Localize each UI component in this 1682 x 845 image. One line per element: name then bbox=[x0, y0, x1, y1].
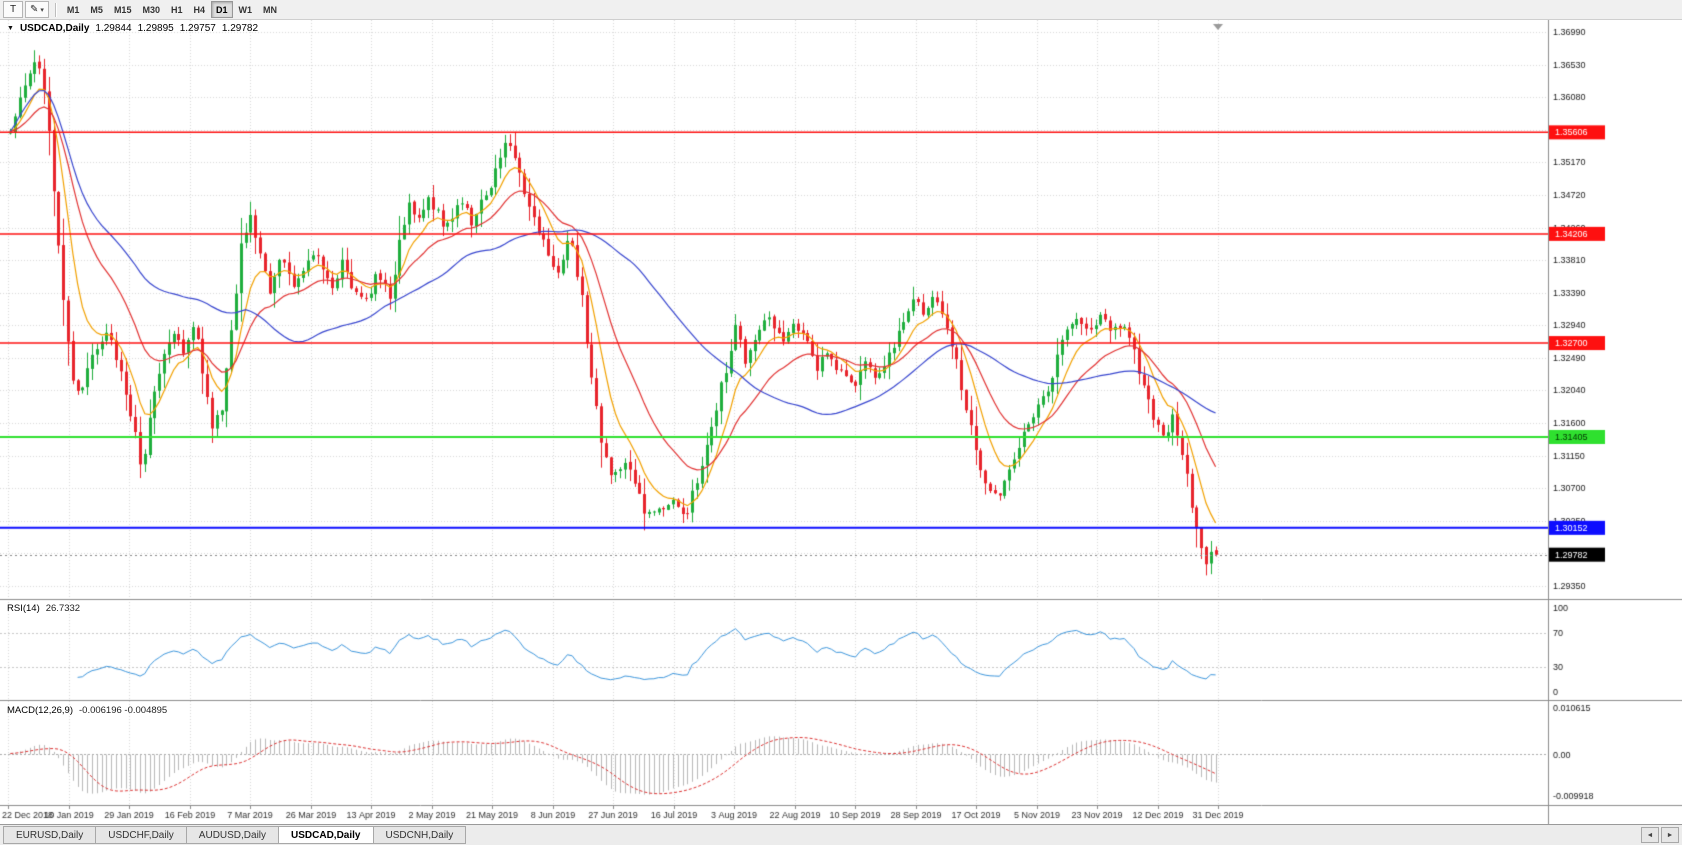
timeframe-button-h1[interactable]: H1 bbox=[170, 4, 183, 15]
chart-area: ▼ USDCAD,Daily 1.29844 1.29895 1.29757 1… bbox=[0, 20, 1682, 824]
toolbar-separator bbox=[54, 2, 56, 17]
tab-usdchf-daily[interactable]: USDCHF,Daily bbox=[95, 826, 187, 844]
tab-scroll-right-button[interactable]: ► bbox=[1661, 827, 1679, 843]
timeframe-button-d1[interactable]: D1 bbox=[211, 1, 233, 18]
draw-tool-button[interactable]: ✎ ▾ bbox=[25, 1, 49, 18]
tab-usdcad-daily[interactable]: USDCAD,Daily bbox=[278, 826, 374, 844]
timeframe-button-h4[interactable]: H4 bbox=[193, 4, 205, 15]
tab-eurusd-daily[interactable]: EURUSD,Daily bbox=[3, 826, 97, 844]
chevron-down-icon: ▾ bbox=[40, 6, 44, 14]
timeframe-button-m1[interactable]: M1 bbox=[66, 4, 80, 15]
timeframe-button-mn[interactable]: MN bbox=[263, 4, 278, 15]
tab-audusd-daily[interactable]: AUDUSD,Daily bbox=[185, 826, 280, 844]
timeframe-button-m5[interactable]: M5 bbox=[90, 4, 103, 15]
tab-bar: EURUSD,Daily USDCHF,Daily AUDUSD,Daily USDC… bbox=[0, 824, 1682, 845]
scroll-left-icon: ◄ bbox=[1646, 831, 1654, 839]
timeframe-button-m30[interactable]: M30 bbox=[142, 4, 160, 15]
price-chart-canvas[interactable] bbox=[0, 20, 1682, 824]
timeframe-group: M1 M5 M15 M30 H1 H4 D1 W1 MN bbox=[62, 1, 282, 18]
timeframe-button-m15[interactable]: M15 bbox=[113, 4, 132, 15]
chart-tabs: EURUSD,Daily USDCHF,Daily AUDUSD,Daily USDC… bbox=[3, 825, 467, 845]
draw-tool-icon: ✎ bbox=[30, 4, 39, 15]
timeframe-button-w1[interactable]: W1 bbox=[238, 4, 253, 15]
text-tool-icon: T bbox=[9, 4, 17, 15]
text-tool-button[interactable]: T bbox=[3, 1, 23, 18]
toolbar: T ✎ ▾ M1 M5 M15 M30 H1 H4 D1 W1 MN bbox=[0, 0, 1682, 20]
scroll-right-icon: ► bbox=[1666, 831, 1674, 839]
tab-usdcnh-daily[interactable]: USDCNH,Daily bbox=[372, 826, 467, 844]
tab-scroll-left-button[interactable]: ◄ bbox=[1641, 827, 1659, 843]
